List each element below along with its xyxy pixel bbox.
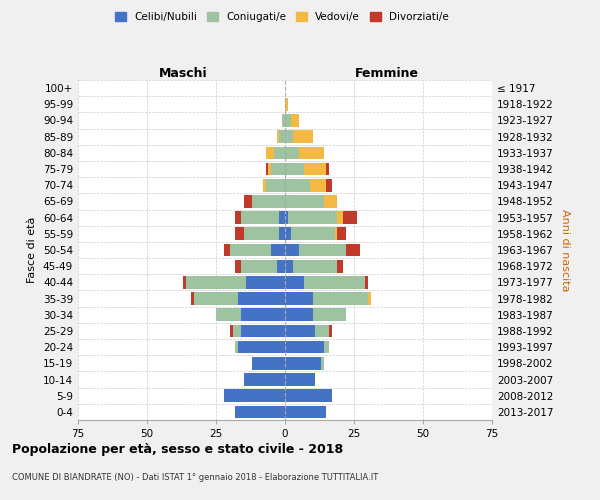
Bar — [280, 130, 285, 143]
Bar — [285, 179, 310, 192]
Bar — [285, 390, 332, 402]
Bar — [368, 292, 371, 305]
Text: COMUNE DI BIANDRATE (NO) - Dati ISTAT 1° gennaio 2018 - Elaborazione TUTTITALIA.: COMUNE DI BIANDRATE (NO) - Dati ISTAT 1°… — [12, 472, 378, 482]
Bar — [293, 260, 337, 272]
Bar — [247, 276, 285, 288]
Bar — [235, 228, 244, 240]
Bar — [313, 292, 368, 305]
Bar — [268, 162, 271, 175]
Bar — [216, 308, 241, 321]
Bar — [323, 341, 329, 353]
Bar — [266, 179, 285, 192]
Bar — [285, 98, 288, 110]
Bar — [244, 195, 252, 207]
Text: Femmine: Femmine — [355, 67, 419, 80]
Bar — [285, 324, 316, 338]
Bar — [285, 292, 313, 305]
Bar — [224, 244, 230, 256]
Bar — [280, 212, 285, 224]
Bar — [346, 244, 359, 256]
Bar — [285, 146, 299, 159]
Bar — [266, 162, 268, 175]
Bar — [238, 341, 285, 353]
Bar — [290, 228, 335, 240]
Bar — [277, 260, 285, 272]
Bar — [266, 146, 274, 159]
Bar — [241, 260, 277, 272]
Bar — [365, 276, 368, 288]
Bar — [285, 162, 304, 175]
Bar — [183, 276, 185, 288]
Bar — [290, 114, 299, 127]
Bar — [252, 357, 285, 370]
Bar — [238, 292, 285, 305]
Bar — [285, 260, 293, 272]
Bar — [244, 373, 285, 386]
Bar — [304, 162, 326, 175]
Bar — [337, 212, 343, 224]
Bar — [316, 324, 329, 338]
Bar — [299, 244, 346, 256]
Bar — [241, 212, 280, 224]
Bar — [337, 228, 346, 240]
Bar — [235, 341, 238, 353]
Bar — [326, 162, 329, 175]
Bar — [285, 114, 290, 127]
Bar — [285, 341, 323, 353]
Bar — [282, 114, 285, 127]
Text: Popolazione per età, sesso e stato civile - 2018: Popolazione per età, sesso e stato civil… — [12, 442, 343, 456]
Bar — [335, 228, 337, 240]
Bar — [230, 324, 233, 338]
Bar — [285, 308, 313, 321]
Bar — [313, 308, 346, 321]
Bar — [285, 276, 304, 288]
Bar — [233, 324, 241, 338]
Bar — [241, 324, 285, 338]
Bar — [271, 162, 285, 175]
Bar — [271, 244, 285, 256]
Bar — [191, 292, 194, 305]
Bar — [277, 130, 280, 143]
Bar — [285, 212, 288, 224]
Bar — [323, 195, 337, 207]
Bar — [326, 179, 332, 192]
Bar — [299, 146, 323, 159]
Bar — [304, 276, 365, 288]
Bar — [288, 212, 337, 224]
Y-axis label: Anni di nascita: Anni di nascita — [560, 208, 570, 291]
Bar — [280, 228, 285, 240]
Bar — [235, 212, 241, 224]
Text: Maschi: Maschi — [158, 67, 207, 80]
Bar — [337, 260, 343, 272]
Bar — [285, 228, 290, 240]
Bar — [285, 195, 323, 207]
Bar — [293, 130, 313, 143]
Legend: Celibi/Nubili, Coniugati/e, Vedovi/e, Divorziati/e: Celibi/Nubili, Coniugati/e, Vedovi/e, Di… — [111, 8, 453, 26]
Bar — [274, 146, 285, 159]
Bar — [244, 228, 280, 240]
Bar — [285, 244, 299, 256]
Bar — [285, 406, 326, 418]
Bar — [285, 357, 321, 370]
Bar — [343, 212, 357, 224]
Bar — [310, 179, 326, 192]
Bar — [252, 195, 285, 207]
Bar — [235, 260, 241, 272]
Bar — [263, 179, 266, 192]
Bar — [194, 292, 238, 305]
Bar — [285, 373, 316, 386]
Bar — [285, 130, 293, 143]
Bar — [235, 406, 285, 418]
Bar — [321, 357, 323, 370]
Bar — [329, 324, 332, 338]
Y-axis label: Fasce di età: Fasce di età — [28, 217, 37, 283]
Bar — [185, 276, 247, 288]
Bar — [230, 244, 271, 256]
Bar — [241, 308, 285, 321]
Bar — [224, 390, 285, 402]
